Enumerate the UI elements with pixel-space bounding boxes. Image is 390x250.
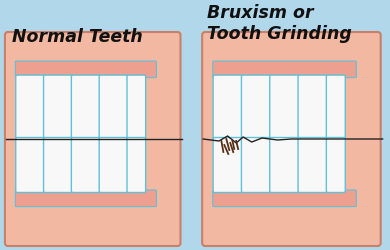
FancyBboxPatch shape xyxy=(241,138,271,192)
FancyBboxPatch shape xyxy=(127,138,145,192)
FancyBboxPatch shape xyxy=(270,75,299,140)
FancyBboxPatch shape xyxy=(71,75,101,140)
FancyBboxPatch shape xyxy=(16,75,45,140)
FancyBboxPatch shape xyxy=(241,75,271,140)
FancyBboxPatch shape xyxy=(44,138,73,192)
FancyBboxPatch shape xyxy=(71,138,101,192)
FancyBboxPatch shape xyxy=(127,75,145,140)
FancyBboxPatch shape xyxy=(326,138,345,192)
FancyBboxPatch shape xyxy=(213,138,243,192)
FancyBboxPatch shape xyxy=(213,61,356,78)
FancyBboxPatch shape xyxy=(5,32,181,246)
FancyBboxPatch shape xyxy=(270,138,299,192)
FancyBboxPatch shape xyxy=(44,75,73,140)
FancyBboxPatch shape xyxy=(298,138,328,192)
FancyBboxPatch shape xyxy=(16,138,45,192)
FancyBboxPatch shape xyxy=(326,75,345,140)
FancyBboxPatch shape xyxy=(99,75,128,140)
FancyBboxPatch shape xyxy=(298,75,328,140)
FancyBboxPatch shape xyxy=(15,190,156,206)
Text: Normal Teeth: Normal Teeth xyxy=(12,28,143,46)
FancyBboxPatch shape xyxy=(15,61,156,78)
FancyBboxPatch shape xyxy=(99,138,128,192)
FancyBboxPatch shape xyxy=(213,190,356,206)
FancyBboxPatch shape xyxy=(202,32,381,246)
Text: Bruxism or
Tooth Grinding: Bruxism or Tooth Grinding xyxy=(207,4,352,43)
FancyBboxPatch shape xyxy=(213,75,243,140)
